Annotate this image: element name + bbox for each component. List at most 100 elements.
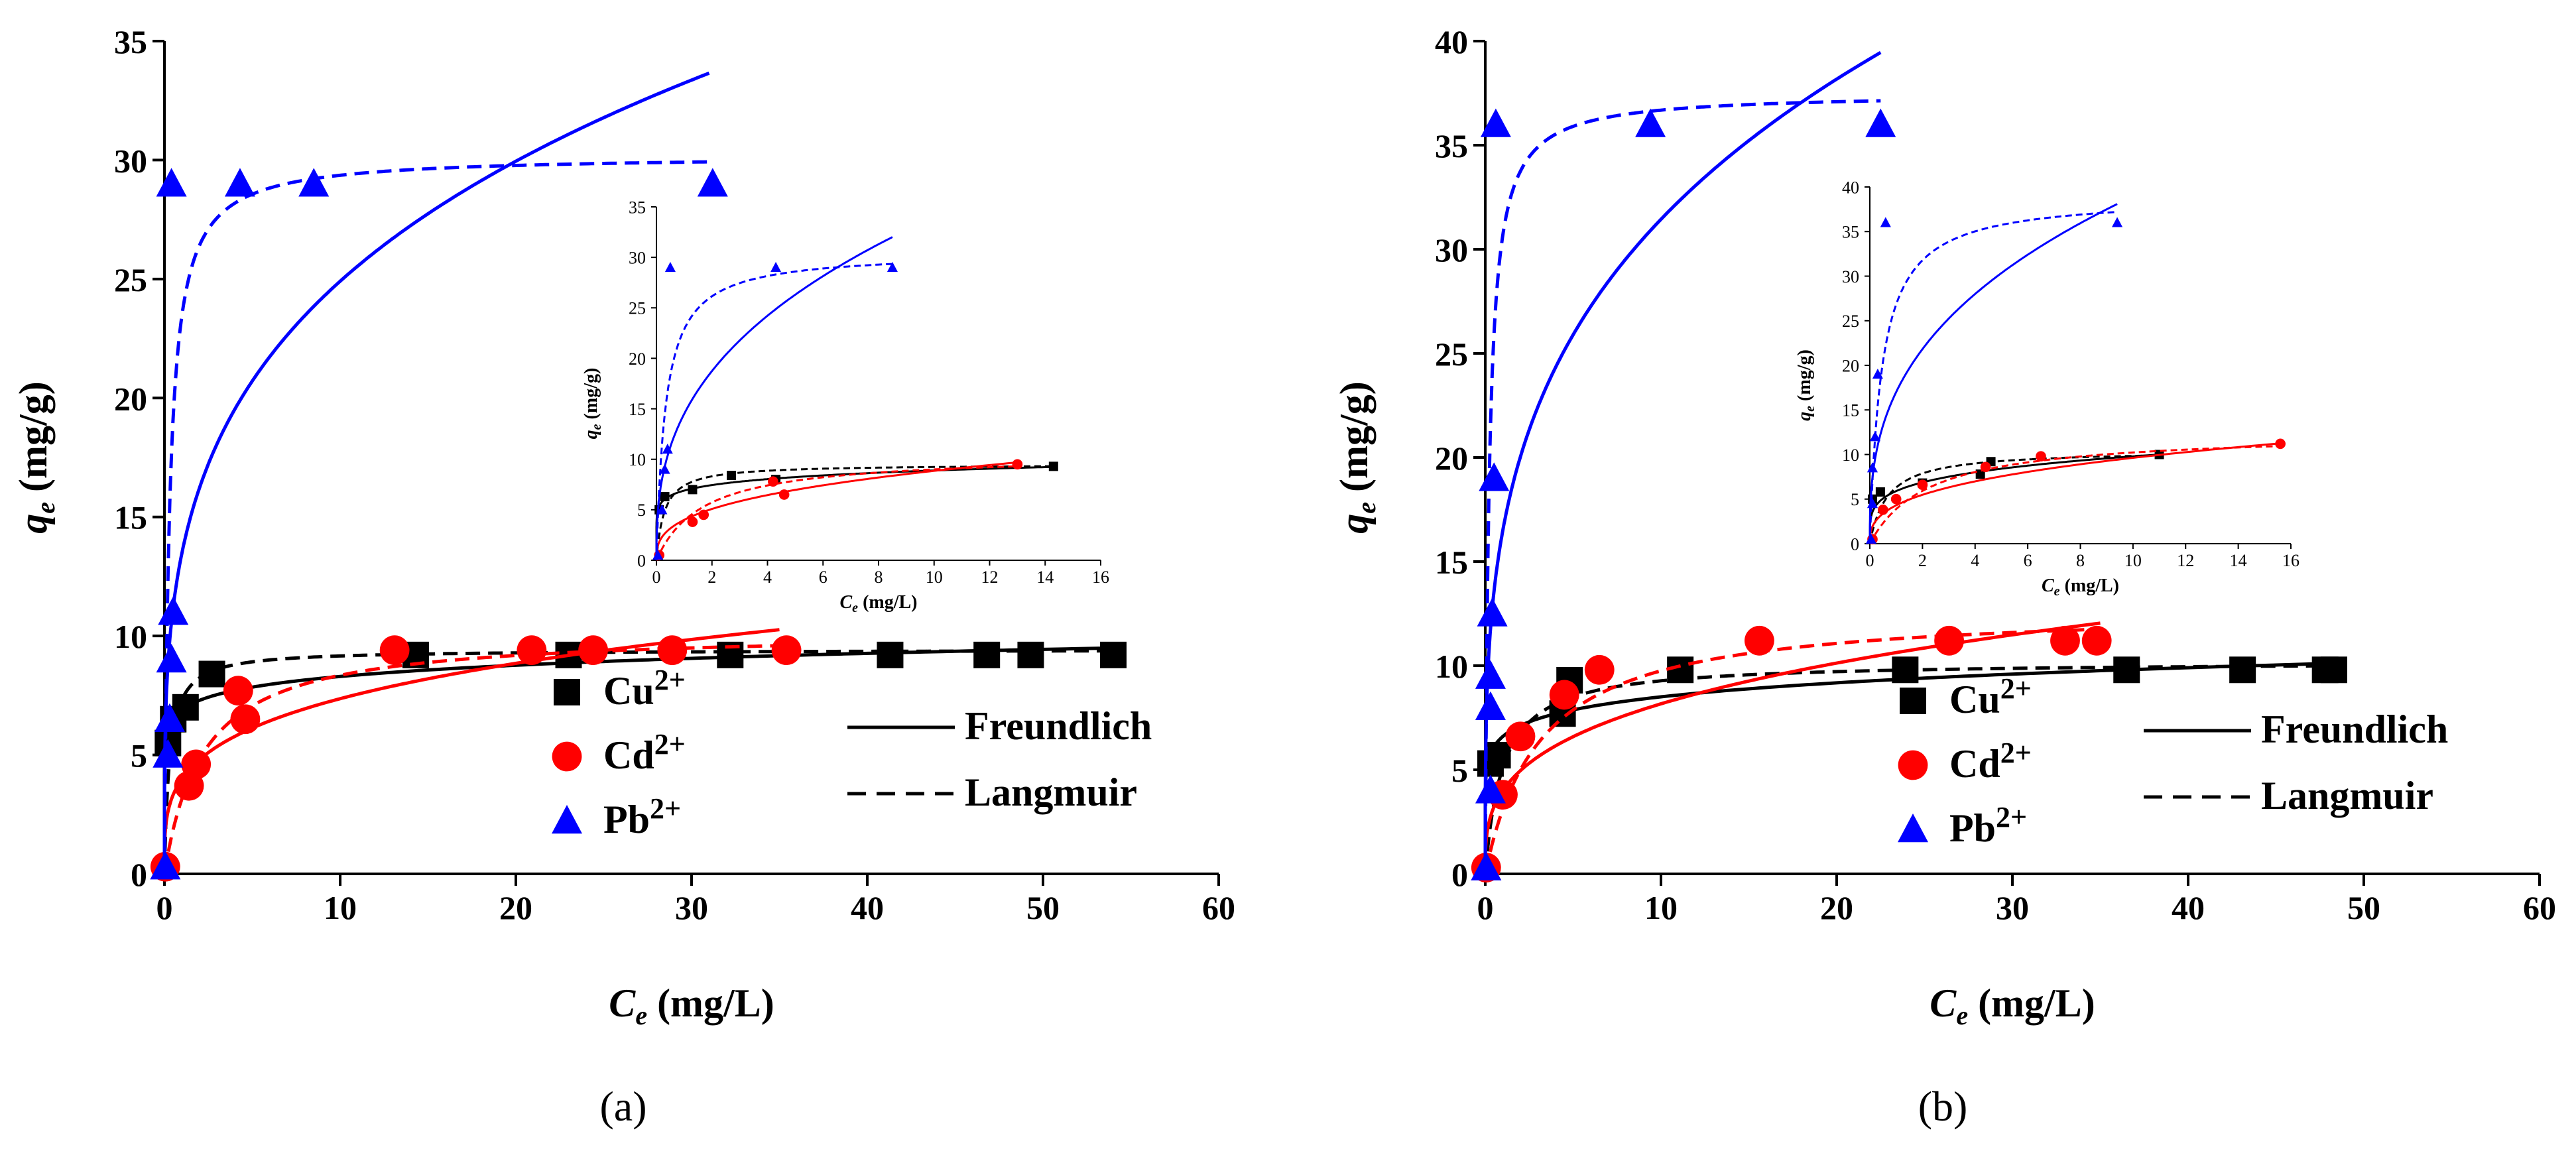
main-x-tick-label: 40 [851, 889, 884, 926]
y-axis-title-subscript: e [1351, 502, 1381, 514]
inset-x-tick-label: 14 [2230, 551, 2247, 570]
main-y-tick-label: 15 [114, 499, 147, 536]
main-Pb2-data-point [1477, 597, 1508, 627]
main-Cd2-data-point [517, 635, 547, 666]
x-axis-title-subscript: e [1956, 1001, 1968, 1030]
main-x-tick-label: 0 [1477, 889, 1494, 926]
legend-ion-charge: 2+ [654, 728, 686, 760]
main-y-tick-label: 20 [1435, 440, 1468, 477]
legend-cu-marker [1900, 688, 1926, 714]
legend-cd-label: Cd2+ [1949, 737, 2032, 786]
main-y-tick-label: 10 [1435, 648, 1468, 685]
legend-langmuir-label: Langmuir [2261, 774, 2433, 818]
main-x-tick-label: 20 [1820, 889, 1853, 926]
inset-Cu2-data-point [1048, 461, 1058, 471]
inset-Cd2-data-point [778, 489, 790, 500]
main-x-tick-label: 50 [1026, 889, 1060, 926]
inset-y-tick-label: 5 [637, 501, 646, 520]
main-x-tick-label: 10 [324, 889, 357, 926]
y-axis-title-unit: (mg/g) [11, 381, 55, 502]
legend-ion-name: Cu [1949, 678, 2000, 721]
inset-x-axis-title: Ce (mg/L) [2042, 576, 2119, 599]
main-y-tick-label: 5 [131, 737, 147, 774]
inset-Cd2-data-point [698, 509, 709, 520]
inset-Pb2-data-point [1865, 533, 1877, 544]
inset-x-tick-label: 14 [1036, 568, 1054, 587]
legend-cd-marker [1898, 750, 1928, 780]
inset-y-tick-label: 10 [629, 450, 646, 469]
main-Cd2-data-point [230, 704, 261, 735]
x-axis-title-unit: (mg/L) [647, 981, 774, 1025]
main-Pb2-freundlich-fit-line [162, 71, 710, 874]
inset-x-axis-title-unit: (mg/L) [2060, 576, 2119, 596]
main-Pb2-data-point [1475, 774, 1506, 804]
main-Pb2-data-point [298, 168, 330, 197]
main-x-tick-label: 10 [1644, 889, 1678, 926]
panel-label: (a) [599, 1083, 646, 1130]
main-Pb2-data-point [156, 644, 187, 673]
inset-Cd2-data-point [768, 476, 778, 487]
inset-x-tick-label: 6 [819, 568, 828, 587]
main-x-tick-label: 50 [2347, 889, 2380, 926]
main-Cu2-data-point [2229, 656, 2256, 684]
legend-langmuir-label: Langmuir [965, 770, 1137, 814]
inset-x-axis-title-symbol: C [839, 592, 852, 613]
inset-y-tick-label: 30 [629, 249, 646, 268]
main-Cu2-data-point [973, 641, 1001, 668]
inset-Pb2-data-point [1880, 217, 1891, 227]
legend-pb-marker [552, 805, 582, 834]
inset-x-tick-label: 16 [1092, 568, 1109, 587]
main-x-tick-label: 30 [1996, 889, 2029, 926]
inset-Cd2-langmuir-fit-line [655, 465, 1018, 561]
legend-pb-marker [1898, 814, 1928, 843]
inset-x-axis-title-subscript: e [852, 601, 858, 615]
x-axis-title-symbol: C [609, 981, 636, 1025]
inset-Cu2-data-point [1975, 469, 1985, 479]
inset-y-axis-title-subscript: e [1803, 406, 1817, 412]
main-Cd2-data-point [181, 749, 212, 780]
main-y-tick-label: 15 [1435, 544, 1468, 581]
inset-y-axis-title-unit: (mg/g) [581, 368, 601, 424]
main-y-tick-label: 35 [114, 23, 147, 60]
inset-Cd2-langmuir-fit-line [1869, 445, 2281, 544]
panel-label: (b) [1918, 1083, 1968, 1130]
main-Cd2-data-point [771, 635, 802, 666]
main-y-tick-label: 25 [114, 261, 147, 298]
inset-Pb2-data-point [1867, 498, 1878, 509]
main-Cu2-freundlich-fit-line [1483, 662, 2329, 874]
x-axis-title-symbol: C [1930, 981, 1957, 1025]
main-x-tick-label: 60 [1202, 889, 1235, 926]
main-y-tick-label: 0 [1451, 856, 1468, 893]
legend-cd-marker [552, 741, 582, 772]
main-Cu2-data-point [877, 641, 904, 668]
main-Cu2-data-point [1100, 641, 1127, 668]
main-Cd2-data-point [1934, 625, 1965, 656]
main-Cu2-data-point [1667, 656, 1694, 684]
inset-x-tick-label: 4 [763, 568, 772, 587]
y-axis-title-subscript: e [31, 502, 60, 514]
inset-Pb2-data-point [1869, 431, 1880, 442]
inset-y-tick-label: 0 [637, 551, 646, 570]
main-Cu2-data-point [172, 694, 199, 721]
main-Pb2-langmuir-fit-line [162, 160, 709, 874]
legend-ion-name: Pb [1949, 806, 1996, 850]
main-Pb2-data-point [154, 703, 185, 732]
inset-Pb2-langmuir-fit-line [1869, 211, 2118, 544]
legend-ion-name: Cd [1949, 742, 2000, 786]
inset-y-tick-label: 35 [1842, 223, 1859, 242]
inset-x-tick-label: 0 [652, 568, 661, 587]
inset-x-tick-label: 2 [1918, 551, 1927, 570]
inset-Cu2-freundlich-fit-line [1869, 454, 2160, 544]
main-Cd2-data-point [2081, 625, 2112, 656]
main-Pb2-data-point [697, 168, 728, 197]
main-Pb2-data-point [1479, 462, 1510, 491]
y-axis-title-unit: (mg/g) [1332, 381, 1376, 502]
main-Pb2-data-point [1475, 691, 1506, 720]
main-Cu2-data-point [1017, 641, 1044, 668]
legend-pb-label: Pb2+ [1949, 801, 2027, 850]
legend-ion-charge: 2+ [2000, 737, 2032, 769]
inset-Cu2-data-point [727, 471, 737, 481]
